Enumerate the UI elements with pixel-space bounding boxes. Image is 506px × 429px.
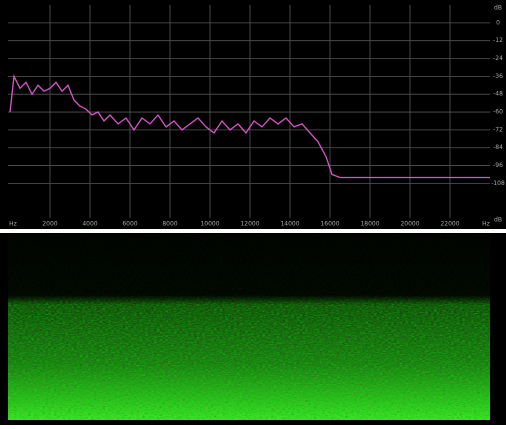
x-tick-label: 16000 [320,221,339,228]
y-tick-label: -84 [493,144,503,151]
y-tick-label: 0 [496,19,500,26]
analyzer: dB dB Hz Hz 0 -12 -24 -36 -48 -60 -72 -84 -96 -10… [0,0,506,425]
y-tick-label: -12 [493,37,503,44]
y-tick-label: -24 [493,55,503,62]
x-tick-label: 4000 [82,221,97,228]
y-tick-label: -72 [493,126,503,133]
x-tick-label: 14000 [280,221,299,228]
y-tick-label: -96 [493,162,503,169]
y-tick-label: -60 [493,109,503,116]
x-tick-label: 12000 [240,221,259,228]
x-tick-label: 6000 [122,221,137,228]
y-tick-label: -48 [493,91,503,98]
x-unit-left: Hz [9,221,17,228]
x-tick-label: 20000 [400,221,419,228]
x-unit-right: Hz [482,221,490,228]
spectrum-panel [8,5,490,228]
x-tick-label: 10000 [200,221,219,228]
x-tick-label: 18000 [360,221,379,228]
x-tick-label: 2000 [42,221,57,228]
x-tick-label: 22000 [440,221,459,228]
spectrogram-shade [8,234,490,420]
y-unit-top: dB [494,5,502,12]
divider [0,229,506,233]
y-tick-label: -108 [491,180,505,187]
y-tick-label: -36 [493,73,503,80]
x-tick-label: 8000 [162,221,177,228]
y-unit-bottom: dB [494,217,502,224]
